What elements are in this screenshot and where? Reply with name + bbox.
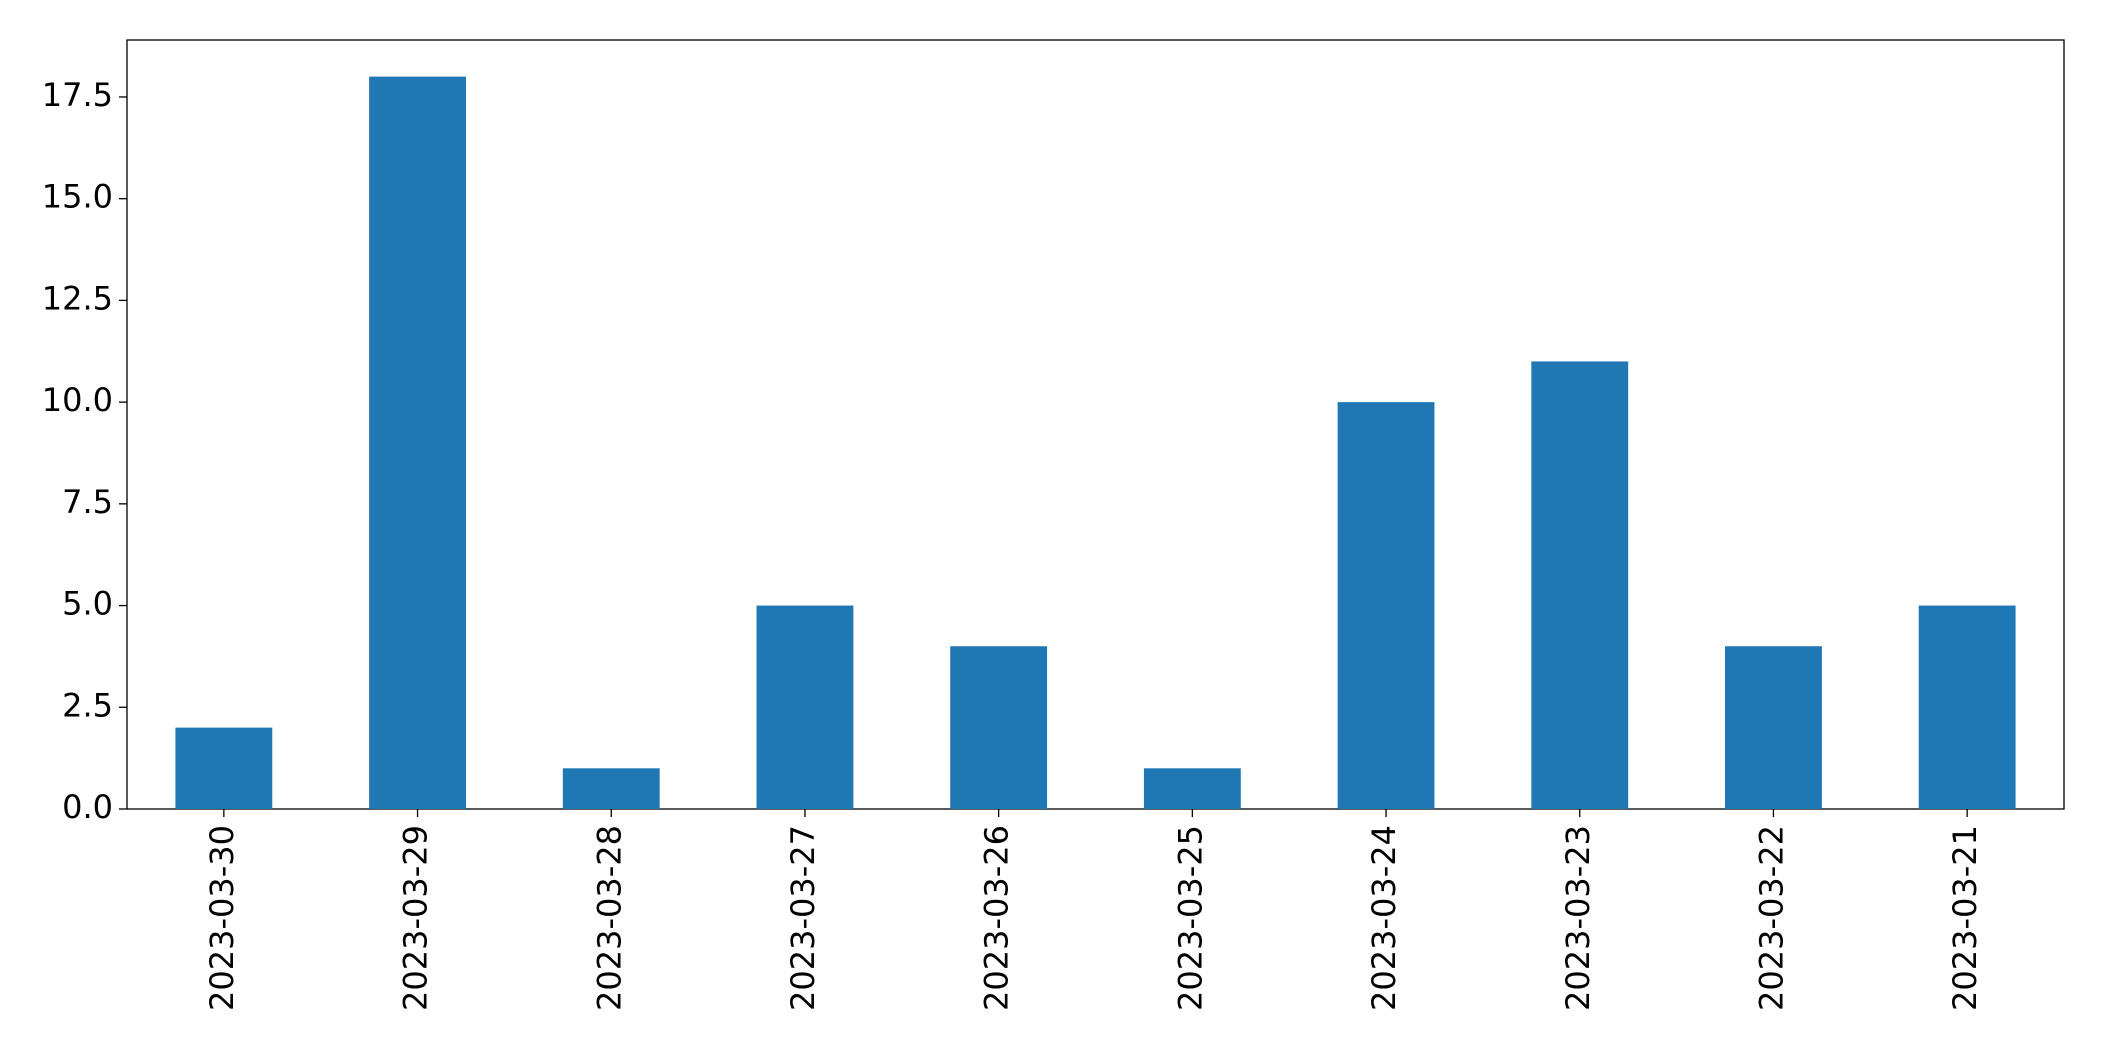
- bar: [756, 605, 854, 809]
- y-tick-label: 0.0: [62, 788, 113, 826]
- x-tick-label: 2023-03-27: [784, 825, 822, 1011]
- bar: [562, 768, 660, 809]
- bar: [950, 646, 1048, 809]
- bar: [1918, 605, 2016, 809]
- x-tick-label: 2023-03-23: [1559, 825, 1597, 1011]
- y-tick-label: 10.0: [42, 381, 113, 419]
- bar: [1531, 361, 1629, 809]
- y-tick-label: 12.5: [42, 279, 113, 317]
- y-tick-label: 2.5: [62, 686, 113, 724]
- bar: [369, 76, 466, 810]
- x-tick-label: 2023-03-28: [590, 825, 628, 1011]
- y-tick-label: 7.5: [62, 483, 113, 521]
- x-tick-label: 2023-03-22: [1752, 825, 1790, 1011]
- x-tick-label: 2023-03-24: [1365, 825, 1403, 1011]
- plot-frame: [126, 39, 2065, 810]
- bar: [175, 727, 273, 809]
- x-tick-label: 2023-03-25: [1171, 825, 1209, 1011]
- x-tick-label: 2023-03-30: [203, 825, 241, 1011]
- bar: [1143, 768, 1241, 809]
- y-tick-label: 17.5: [42, 76, 113, 114]
- y-tick-label: 5.0: [62, 585, 113, 623]
- x-tick-label: 2023-03-21: [1946, 825, 1984, 1011]
- x-tick-label: 2023-03-26: [978, 825, 1016, 1011]
- bar: [1337, 402, 1435, 809]
- x-tick-label: 2023-03-29: [397, 825, 435, 1011]
- y-tick-label: 15.0: [42, 178, 113, 216]
- bar: [1725, 646, 1822, 809]
